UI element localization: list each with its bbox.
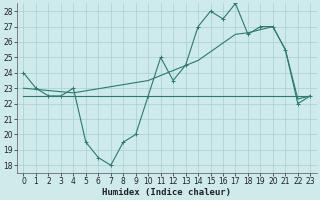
X-axis label: Humidex (Indice chaleur): Humidex (Indice chaleur) xyxy=(102,188,231,197)
